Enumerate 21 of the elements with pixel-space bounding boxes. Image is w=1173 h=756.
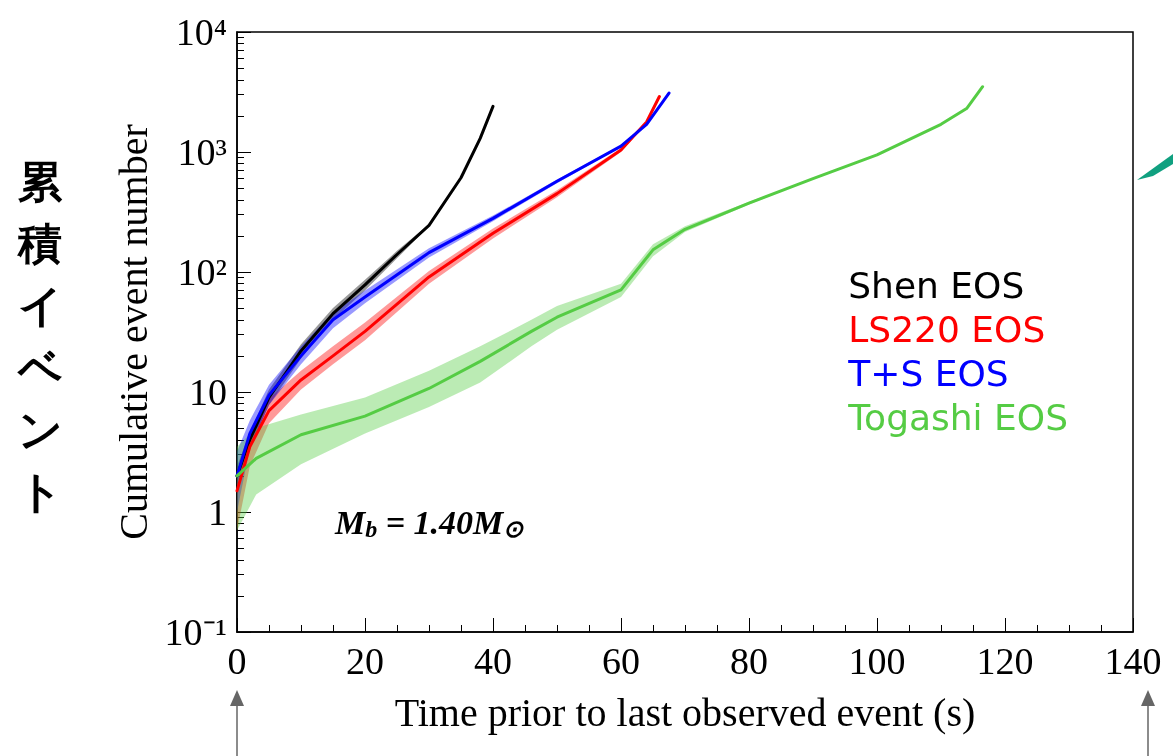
- y-tick-label: 10: [189, 371, 227, 413]
- x-tick-label: 100: [848, 640, 906, 682]
- y-tick-label: 10²: [177, 251, 227, 293]
- x-axis-title: Time prior to last observed event (s): [394, 689, 976, 735]
- y-tick-label: 1: [208, 491, 227, 533]
- y-axis-title: Cumulative event number: [111, 124, 157, 540]
- x-tick-label: 20: [346, 640, 384, 682]
- text: Togashi EOS: [847, 396, 1068, 438]
- y-tick-label: 10³: [177, 131, 227, 173]
- y-tick-label: 10⁴: [175, 11, 227, 53]
- x-tick-label: 80: [730, 640, 768, 682]
- text: LS220 EOS: [848, 308, 1046, 350]
- x-tick-label: 140: [1104, 640, 1162, 682]
- y-tick-label: 10⁻¹: [164, 611, 227, 653]
- x-tick-label: 0: [227, 640, 247, 682]
- text: T+S EOS: [847, 352, 1009, 394]
- x-tick-label: 40: [474, 640, 512, 682]
- text: Shen EOS: [848, 264, 1025, 306]
- x-tick-label: 120: [976, 640, 1034, 682]
- x-tick-label: 60: [602, 640, 640, 682]
- text: 累積イベント: [17, 155, 63, 517]
